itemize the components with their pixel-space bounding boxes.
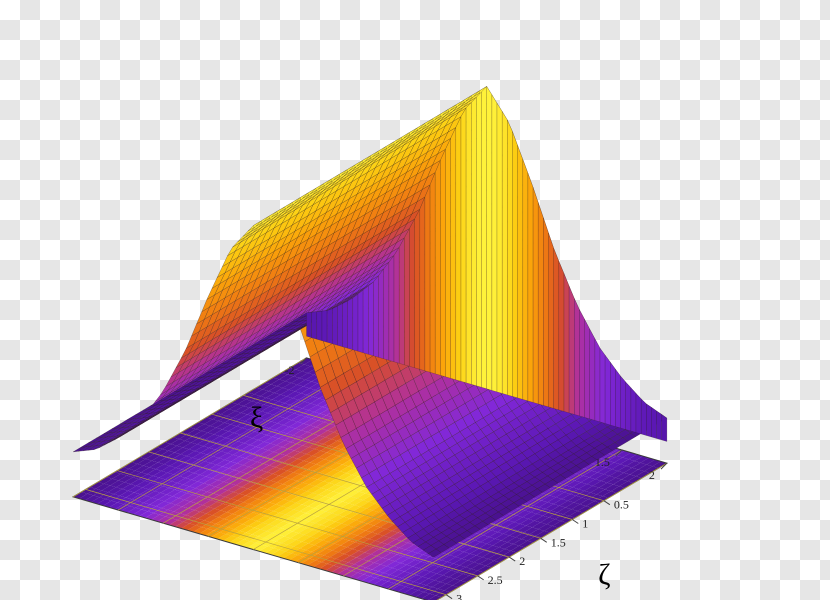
svg-text:0.5: 0.5 bbox=[614, 498, 629, 512]
plot-canvas: -2-1.5-1-0.500.511.520.511.522.53ξζ bbox=[0, 0, 830, 600]
svg-text:3: 3 bbox=[456, 592, 462, 600]
svg-text:-2: -2 bbox=[285, 363, 295, 377]
svg-text:ξ: ξ bbox=[250, 401, 263, 434]
svg-text:1.5: 1.5 bbox=[551, 535, 566, 549]
svg-text:2.5: 2.5 bbox=[488, 573, 503, 587]
svg-text:2: 2 bbox=[519, 554, 525, 568]
svg-text:ζ: ζ bbox=[598, 558, 610, 591]
svg-text:2: 2 bbox=[649, 468, 655, 482]
svg-text:1: 1 bbox=[582, 516, 588, 530]
